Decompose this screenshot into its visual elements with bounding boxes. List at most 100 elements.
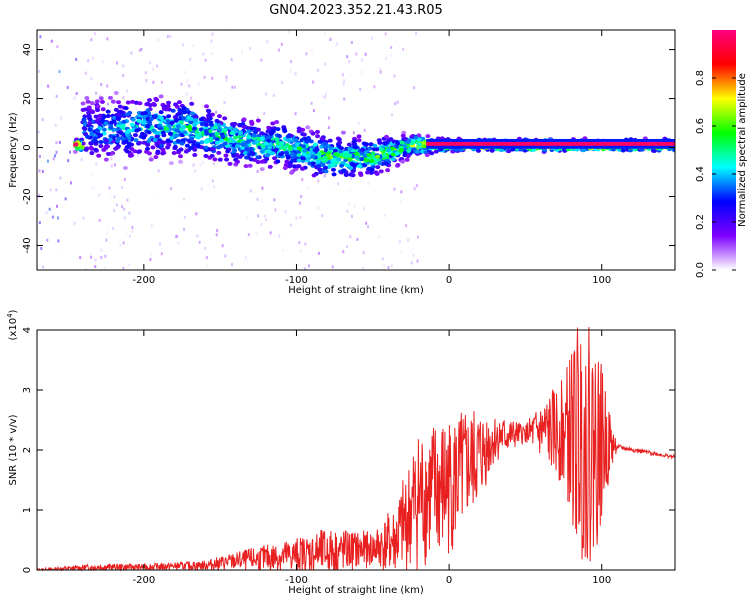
- snr-x-label: Height of straight line (km): [288, 585, 424, 596]
- heatmap-cell: [260, 222, 263, 226]
- heatmap-cell: [121, 185, 124, 189]
- heatmap-cell: [405, 154, 411, 159]
- heatmap-cell: [116, 61, 119, 65]
- heatmap-cell: [311, 253, 314, 257]
- heatmap-cell: [192, 123, 198, 128]
- heatmap-cell: [270, 129, 276, 134]
- heatmap-cell: [300, 156, 306, 161]
- heatmap-cell: [192, 152, 198, 157]
- heatmap-cell: [411, 157, 414, 161]
- heatmap-cell: [260, 136, 266, 141]
- heatmap-cell: [395, 163, 401, 168]
- heatmap-cell: [263, 141, 269, 146]
- heatmap-cell: [145, 124, 151, 129]
- heatmap-cell: [259, 149, 265, 154]
- heatmap-cell: [188, 116, 194, 121]
- heatmap-cell: [370, 164, 376, 169]
- heatmap-cell: [55, 141, 58, 145]
- x-tick-label: 0: [446, 275, 452, 286]
- heatmap-cell: [197, 131, 203, 136]
- heatmap-cell: [163, 126, 169, 131]
- heatmap-cell: [185, 92, 188, 96]
- heatmap-cell: [155, 147, 158, 151]
- heatmap-cell: [50, 57, 53, 61]
- heatmap-cell: [125, 100, 131, 105]
- y-tick-label: 4: [22, 327, 33, 333]
- heatmap-cell: [198, 240, 201, 244]
- heatmap-cell: [203, 75, 206, 79]
- heatmap-cell: [369, 158, 375, 163]
- heatmap-cell: [331, 265, 334, 269]
- heatmap-cell: [255, 160, 261, 165]
- heatmap-cell: [148, 61, 151, 65]
- heatmap-cell: [227, 139, 233, 144]
- heatmap-cell: [41, 118, 44, 122]
- heatmap-cell: [140, 111, 146, 116]
- heatmap-cell: [89, 71, 92, 75]
- heatmap-cell: [103, 157, 109, 162]
- heatmap-cell: [95, 162, 98, 166]
- heatmap-cell: [284, 150, 290, 155]
- heatmap-cell: [195, 212, 198, 216]
- heatmap-cell: [323, 174, 326, 178]
- heatmap-cell: [302, 148, 308, 153]
- heatmap-cell: [346, 209, 349, 213]
- heatmap-cell: [129, 122, 135, 127]
- heatmap-cell: [139, 131, 145, 136]
- heatmap-cell: [363, 128, 366, 132]
- heatmap-cell: [298, 241, 301, 245]
- heatmap-cell: [279, 141, 285, 146]
- heatmap-cell: [378, 169, 384, 174]
- heatmap-cell: [214, 137, 220, 142]
- heatmap-cell: [73, 221, 76, 225]
- heatmap-cell: [111, 119, 117, 124]
- y-tick-label: 2: [22, 447, 33, 453]
- heatmap-cell: [157, 123, 163, 128]
- heatmap-cell: [107, 197, 110, 201]
- heatmap-cell: [368, 170, 374, 175]
- snr-panel: -200 -100 0 100 0 1 2 3 4 Height of straight li…: [6, 309, 676, 596]
- heatmap-cell: [89, 151, 95, 156]
- heatmap-cell: [353, 145, 359, 150]
- heatmap-cell: [378, 147, 384, 152]
- heatmap-cell: [293, 138, 299, 143]
- heatmap-cell: [394, 144, 400, 149]
- heatmap-cell: [377, 140, 383, 145]
- heatmap-cell: [159, 242, 162, 246]
- heatmap-cell: [246, 215, 249, 219]
- heatmap-cell: [323, 32, 326, 36]
- heatmap-cell: [319, 266, 322, 270]
- heatmap-cell: [204, 247, 207, 251]
- heatmap-cell: [177, 107, 183, 112]
- heatmap-cell: [415, 32, 418, 36]
- heatmap-cell: [328, 145, 334, 150]
- heatmap-cell: [214, 140, 220, 145]
- heatmap-cell: [294, 72, 297, 76]
- heatmap-cell: [231, 85, 234, 89]
- heatmap-cell: [304, 161, 307, 165]
- heatmap-cell: [305, 125, 311, 130]
- heatmap-cell: [119, 243, 122, 247]
- heatmap-cell: [124, 130, 130, 135]
- heatmap-cell: [201, 104, 204, 108]
- spectrogram-y-label: Frequency (Hz): [8, 112, 19, 188]
- heatmap-cell: [137, 140, 143, 145]
- heatmap-cell: [299, 201, 302, 205]
- heatmap-cell: [56, 45, 59, 49]
- heatmap-cell: [94, 258, 97, 262]
- heatmap-cell: [105, 232, 108, 236]
- heatmap-cell: [411, 147, 417, 152]
- heatmap-cell: [294, 112, 297, 116]
- heatmap-cell: [289, 70, 292, 74]
- heatmap-cell: [132, 149, 138, 154]
- heatmap-cell: [248, 119, 254, 124]
- snr-scale-note: (x104): [6, 309, 19, 340]
- heatmap-cell: [54, 154, 57, 158]
- heatmap-cell: [125, 230, 128, 234]
- heatmap-cell: [193, 118, 199, 123]
- heatmap-cell: [396, 100, 399, 104]
- heatmap-cell: [188, 120, 194, 125]
- heatmap-cell: [333, 182, 336, 186]
- heatmap-cell: [38, 221, 41, 225]
